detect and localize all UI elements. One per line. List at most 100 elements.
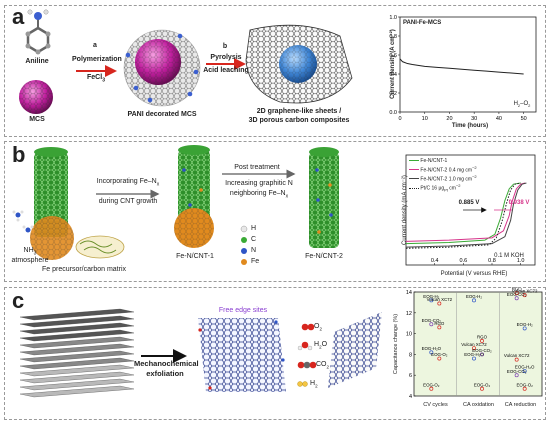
c-point-label: Vulcan XC72 bbox=[427, 297, 453, 302]
c-point-label: EOG-O₂ bbox=[516, 382, 533, 387]
c-group-cared: CA reduction bbox=[504, 402, 537, 408]
graphene-composite bbox=[245, 24, 353, 104]
b-xtick-label: 0.4 bbox=[431, 258, 439, 264]
b-chart-legend: Fe-N/CNT-1 Fe-N/CNT-2 0.4 mg cm−2 Fe-N/C… bbox=[409, 158, 537, 194]
step-a-letter: a bbox=[93, 42, 97, 49]
a-chart-xlabel: Time (hours) bbox=[451, 123, 489, 129]
c-ytick-label: 8 bbox=[409, 352, 412, 358]
a-series-line bbox=[399, 58, 524, 75]
cnt-growth-illustration bbox=[12, 147, 125, 260]
graphite-layer bbox=[19, 336, 135, 349]
atom-legend bbox=[240, 225, 248, 265]
c-point bbox=[480, 352, 484, 357]
pani-label: PANI decorated MCS bbox=[127, 111, 197, 118]
c-ytick-label: 6 bbox=[409, 373, 412, 379]
mcs-sphere bbox=[19, 80, 53, 114]
c-point-label: EOG-H₂O bbox=[464, 352, 484, 357]
c-point-label: EOG-H₂O bbox=[515, 365, 535, 370]
legend-item-cnt2a: Fe-N/CNT-2 0.4 mg cm−2 bbox=[409, 165, 537, 174]
mol-co2-label: CO2 bbox=[316, 361, 330, 370]
graphite-layer bbox=[19, 343, 135, 356]
c-point bbox=[522, 293, 527, 298]
a-ytick-label: 0.6 bbox=[389, 53, 397, 59]
b-xtick-label: 0.8 bbox=[488, 258, 496, 264]
fe-n-cnt1-illustration bbox=[174, 145, 214, 248]
c-point bbox=[437, 325, 442, 330]
b-series-1 bbox=[405, 182, 526, 242]
c-point bbox=[522, 369, 527, 373]
a-chart-ylabel: Current density (A cm⁻²) bbox=[390, 29, 396, 99]
c-point-label: EOG-CO₂ bbox=[422, 318, 442, 323]
a-xtick-label: 50 bbox=[521, 116, 527, 122]
graphite-layer bbox=[19, 308, 135, 321]
graphene-sheet-edge bbox=[198, 318, 286, 392]
aniline-label: Aniline bbox=[25, 58, 49, 65]
atom-legend-c: C bbox=[251, 236, 257, 243]
small-graphene-sheet bbox=[328, 312, 382, 388]
atom-legend-n: N bbox=[251, 247, 257, 254]
panel-a-chart: 0 10 20 30 40 50 0.0 0.2 0.4 0.6 0.8 1.0 bbox=[377, 10, 543, 135]
mol-h2o-label: H2O bbox=[314, 341, 328, 350]
graphite-stack bbox=[19, 308, 135, 398]
aniline-molecule bbox=[25, 9, 51, 55]
c-point bbox=[480, 386, 484, 391]
b-series-3 bbox=[405, 182, 521, 249]
c-point-label: Vulcan XC72 bbox=[461, 342, 487, 347]
a-ytick-label: 0.8 bbox=[389, 34, 397, 40]
b-step1-line1: Incorporating Fe–Nx bbox=[96, 178, 160, 188]
exfoliation-line1: Mechanochemical bbox=[134, 359, 199, 368]
b-series-0 bbox=[405, 182, 521, 245]
c-ytick-label: 10 bbox=[406, 332, 412, 338]
graphite-layer bbox=[19, 329, 135, 342]
cnt2-label: Fe-N/CNT-2 bbox=[305, 253, 343, 260]
c-point bbox=[437, 356, 442, 361]
c-point-label: EOG-H₂ bbox=[423, 294, 439, 299]
c-point bbox=[514, 296, 519, 301]
c-point bbox=[472, 298, 476, 303]
graphite-layer bbox=[19, 350, 135, 363]
c-point bbox=[472, 346, 476, 351]
c-point bbox=[429, 386, 434, 391]
b-step1-line2: during CNT growth bbox=[98, 198, 158, 205]
pani-decorated-mcs bbox=[123, 29, 201, 107]
a-xtick-label: 10 bbox=[422, 116, 428, 122]
free-edge-label: Free edge sites bbox=[218, 307, 268, 314]
c-point bbox=[514, 291, 519, 295]
c-point-label: EOG-CO₂ bbox=[507, 369, 527, 374]
c-point bbox=[514, 373, 519, 378]
panel-b-chart: 0.4 0.6 0.8 1.0 bbox=[405, 154, 536, 266]
b-step2-line1: Increasing graphitic N bbox=[225, 180, 293, 187]
a-ytick-label: 0.0 bbox=[389, 110, 397, 116]
graphite-layer bbox=[19, 371, 135, 384]
b-series-2 bbox=[405, 182, 527, 248]
halfwave-cnt1: 0.885 V bbox=[458, 200, 480, 206]
post-treatment-label: Post treatment bbox=[234, 164, 280, 171]
electrolyte-label: 0.1 M KOH bbox=[494, 253, 524, 259]
fe-n-cnt2-illustration bbox=[309, 147, 339, 248]
c-point-label: RGO bbox=[512, 287, 523, 292]
c-point-label: EOG-H₂ bbox=[517, 322, 533, 327]
precursor-label: Fe precursor/carbon matrix bbox=[41, 266, 127, 273]
b-step2-line2: neighboring Fe–Nx bbox=[229, 190, 289, 200]
step-a-line1: Polymerization bbox=[72, 56, 122, 63]
c-point bbox=[437, 301, 442, 306]
c-point bbox=[522, 326, 527, 331]
c-point bbox=[480, 338, 484, 343]
legend-item-ptc: Pt/C 16 μgPt cm−2 bbox=[409, 183, 537, 194]
c-point-label: RGO bbox=[477, 334, 488, 339]
a-xtick-label: 20 bbox=[446, 116, 452, 122]
b-chart-ylabel: Current density (mA cm⁻²) bbox=[402, 175, 408, 245]
panel-c-letter: c bbox=[12, 288, 25, 313]
mol-h2-label: H2 bbox=[310, 380, 318, 389]
graphite-layer bbox=[19, 378, 135, 391]
a-ytick-label: 0.2 bbox=[389, 91, 397, 97]
c-ytick-label: 12 bbox=[406, 311, 412, 317]
c-point-label: EOG-H₂ bbox=[466, 294, 482, 299]
c-point-label: EOG-CO₂ bbox=[507, 292, 527, 297]
graphite-layer bbox=[19, 315, 135, 328]
graphite-layer bbox=[19, 357, 135, 370]
c-point bbox=[522, 386, 527, 391]
c-point-label: EOG-H₂O bbox=[422, 346, 442, 351]
product-line2: 3D porous carbon composites bbox=[248, 117, 350, 124]
b-chart-xlabel: Potential (V versus RHE) bbox=[440, 271, 508, 277]
